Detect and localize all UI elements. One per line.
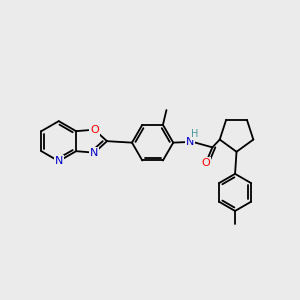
Text: N: N	[186, 137, 194, 147]
Text: N: N	[55, 156, 63, 166]
Text: N: N	[90, 148, 98, 158]
Text: O: O	[202, 158, 210, 168]
Text: H: H	[191, 129, 198, 139]
Text: O: O	[90, 125, 99, 135]
